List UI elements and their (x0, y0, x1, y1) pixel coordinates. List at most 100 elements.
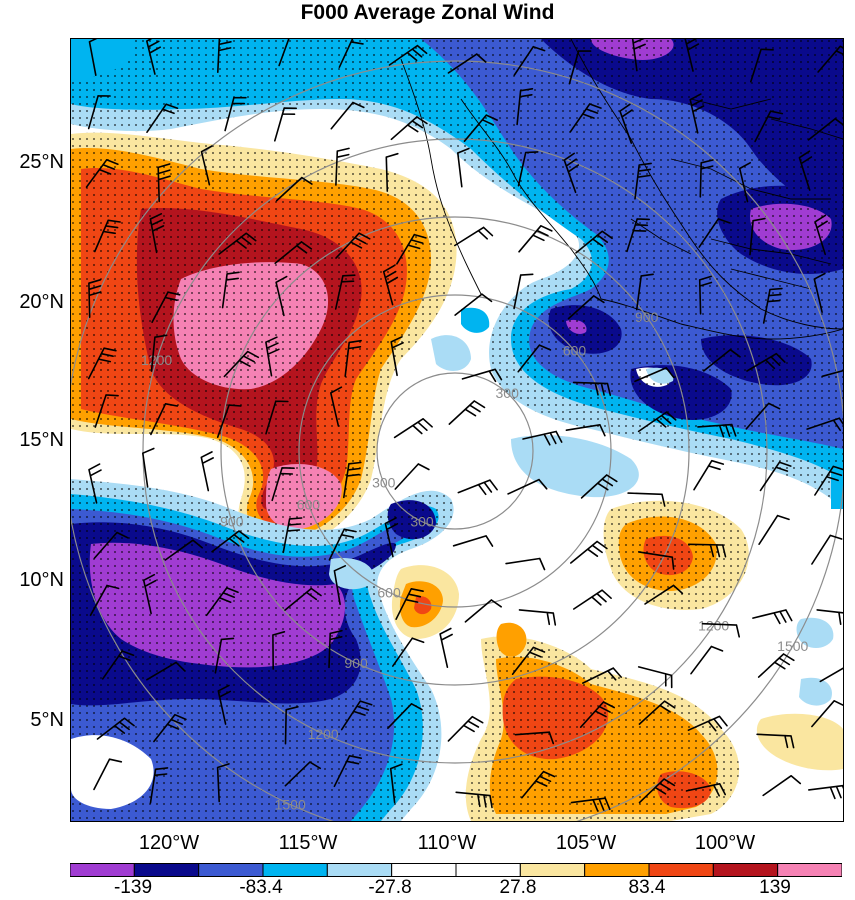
wind-barb (463, 114, 498, 142)
wind-barb (738, 162, 751, 203)
wind-barb (516, 88, 534, 126)
wind-barb (582, 667, 622, 684)
positive-wind-region-northwest (71, 132, 457, 550)
wind-barb (216, 763, 230, 803)
wind-barb (570, 540, 608, 564)
wind-barb (328, 528, 357, 561)
wind-barb (338, 39, 367, 68)
wind-barb (334, 274, 356, 310)
wind-barb (88, 463, 102, 504)
colorbar-label-2: -83.4 (239, 877, 283, 898)
wind-barb (218, 232, 257, 255)
wind-barb (394, 463, 430, 490)
wind-barb (96, 717, 135, 740)
wind-barb (579, 701, 615, 728)
lon-label-105w: 105°W (555, 832, 617, 854)
colorbar-swatch (712, 863, 779, 877)
colorbar-swatch (198, 863, 264, 877)
wind-barb (698, 218, 731, 248)
wind-barb (274, 241, 313, 265)
wind-barb (798, 150, 813, 191)
wind-barb (685, 783, 726, 797)
wind-barb (164, 539, 203, 561)
range-ring-label: 300 (372, 475, 396, 491)
wind-barb (150, 403, 179, 436)
wind-barbs (85, 39, 843, 812)
wind-barb (89, 584, 120, 617)
wind-barb (142, 447, 155, 488)
wind-barb (697, 423, 737, 438)
wind-barb (819, 667, 843, 683)
colorbar-swatch (70, 863, 135, 877)
range-ring (376, 372, 534, 530)
wind-barb (817, 45, 843, 73)
wind-barb (447, 715, 484, 742)
wind-barb (752, 609, 793, 625)
colorbar-swatch (391, 863, 457, 877)
wind-barb (389, 763, 403, 804)
wind-barb (756, 733, 795, 749)
wind-barb (335, 147, 350, 186)
map-title: F000 Average Zonal Wind (300, 1, 555, 24)
wind-barb (580, 474, 618, 499)
wind-barb (644, 584, 684, 605)
wind-barb (513, 273, 534, 310)
wind-barb (272, 631, 286, 670)
wind-barb (568, 50, 592, 85)
lon-label-120w: 120°W (138, 832, 200, 854)
range-ring (142, 138, 768, 764)
wind-barb (85, 159, 119, 188)
wind-barb (271, 467, 295, 502)
wind-barb (762, 775, 802, 797)
wind-barb (750, 48, 774, 83)
wind-barb (563, 152, 580, 194)
wind-barb (153, 713, 187, 743)
wind-barb (703, 348, 741, 372)
wind-barb (284, 761, 321, 787)
wind-barb (211, 530, 250, 553)
wind-barb (637, 666, 673, 689)
wind-barb (388, 44, 428, 66)
wind-barb (330, 101, 365, 130)
wind-barb (284, 587, 322, 611)
wind-barb (814, 465, 843, 496)
wind-barb (762, 287, 783, 324)
wind-barb (464, 599, 502, 623)
wind-barb (452, 535, 494, 547)
colorbar-swatch (455, 863, 521, 877)
wind-barb (517, 344, 552, 373)
wind-barb (333, 755, 362, 788)
wind-barb (392, 637, 425, 667)
colorbar-label-1: -139 (113, 877, 153, 898)
wind-barb (518, 609, 557, 626)
wind-barb (687, 715, 728, 732)
wind-barb (811, 700, 843, 728)
wind-barb (390, 336, 404, 377)
wind-barb (393, 418, 433, 439)
lat-label-10n: 10°N (19, 569, 64, 591)
wind-barb (142, 573, 157, 615)
range-ring-label: 1200 (308, 726, 339, 742)
wind-barb (217, 39, 232, 73)
wind-barb (701, 622, 740, 638)
wind-barb (759, 461, 792, 492)
wind-barb (575, 230, 613, 254)
wind-barb (224, 96, 247, 132)
wind-barb (396, 233, 427, 265)
wind-barb (749, 217, 766, 256)
wind-barb (205, 587, 239, 617)
wind-barb (754, 110, 784, 143)
range-ring-label: 1500 (275, 796, 306, 812)
wind-barb (807, 118, 843, 141)
wind-barb (454, 226, 494, 247)
wind-barb (514, 731, 555, 745)
wind-barb (87, 347, 117, 380)
wind-barb (221, 271, 240, 309)
colorbar-swatch (262, 863, 328, 877)
range-ring-label: 900 (635, 309, 659, 325)
wind-barb (157, 163, 171, 203)
wind-barb (387, 703, 423, 729)
wind-barb (567, 295, 605, 320)
lat-label-25n: 25°N (19, 151, 64, 173)
wind-barb (758, 514, 790, 545)
